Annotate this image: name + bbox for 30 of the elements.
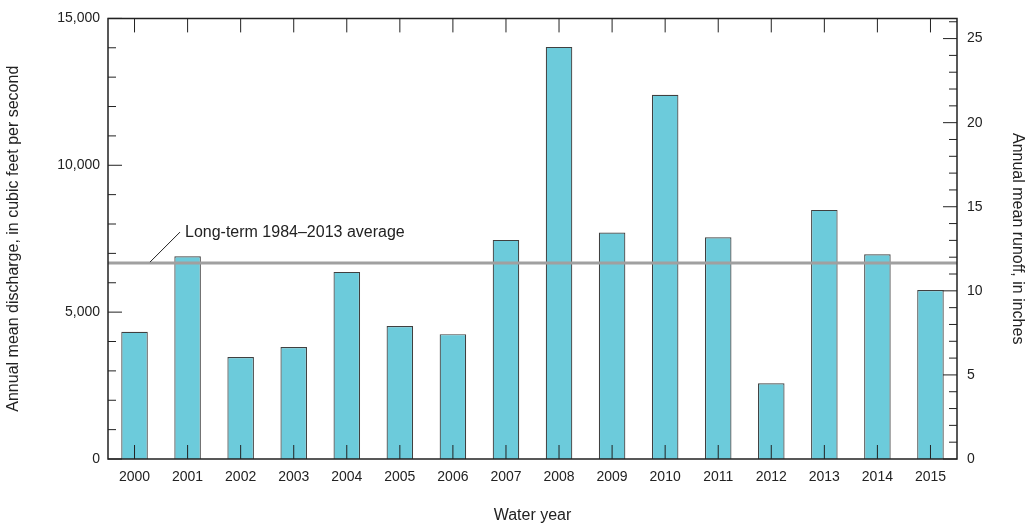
x-tick-label: 2001 <box>172 468 204 485</box>
y2-axis-title: Annual mean runoff, in inches <box>1009 133 1027 345</box>
x-tick-label: 2011 <box>703 468 734 485</box>
y2-tick-label: 20 <box>967 113 983 130</box>
y2-tick-label: 5 <box>967 365 975 382</box>
x-tick-label: 2010 <box>649 468 681 485</box>
x-tick-label: 2003 <box>278 468 310 485</box>
x-tick-label: 2008 <box>543 468 575 485</box>
x-tick-label: 2000 <box>118 468 151 485</box>
x-tick-label: 2015 <box>914 468 947 485</box>
x-tick-label: 2012 <box>755 468 788 485</box>
x-tick-label: 2004 <box>331 468 363 485</box>
x-tick-label: 2005 <box>384 468 416 485</box>
x-tick-label: 2014 <box>861 468 894 485</box>
y2-tick-label: 25 <box>967 29 983 46</box>
x-tick-label: 2007 <box>490 468 522 485</box>
x-tick-label: 2009 <box>596 468 628 485</box>
y-axis-title: Annual mean discharge, in cubic feet per second <box>4 65 22 412</box>
ref-line-label: Long-term 1984–2013 average <box>185 223 405 241</box>
y-tick-label: 0 <box>92 449 101 466</box>
x-tick-label: 2013 <box>808 468 841 485</box>
x-tick-label: 2006 <box>437 468 469 485</box>
x-axis-title: Water year <box>493 505 572 523</box>
y-tick-label: 10,000 <box>57 156 101 173</box>
y2-tick-label: 15 <box>967 197 983 214</box>
x-tick-label: 2002 <box>225 468 257 485</box>
y-tick-label: 15,000 <box>57 9 101 26</box>
y2-tick-label: 0 <box>967 449 975 466</box>
y2-tick-label: 10 <box>967 281 983 298</box>
y-tick-label: 5,000 <box>64 302 101 319</box>
